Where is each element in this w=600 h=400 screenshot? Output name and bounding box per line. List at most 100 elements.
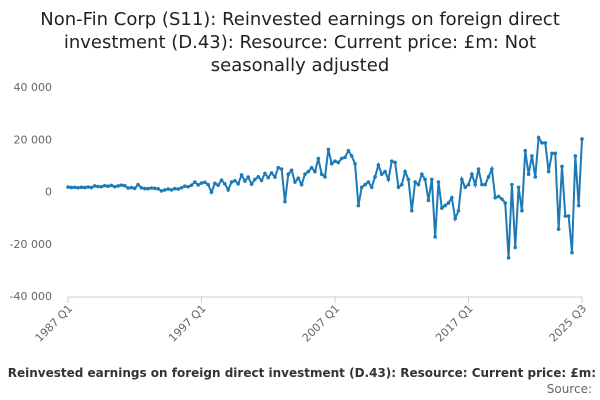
data-point <box>399 182 404 187</box>
data-point <box>490 167 494 171</box>
y-tick-label: -40 000 <box>10 290 52 303</box>
data-point <box>132 186 137 191</box>
data-point <box>536 135 541 140</box>
data-point <box>156 187 160 191</box>
data-point <box>82 185 87 190</box>
data-point <box>162 188 167 192</box>
data-point <box>69 185 74 190</box>
data-point <box>303 172 307 177</box>
data-point <box>189 183 194 187</box>
data-point <box>239 173 244 177</box>
data-point <box>576 203 581 208</box>
data-point <box>219 178 224 183</box>
data-point <box>279 167 284 171</box>
data-point <box>373 175 377 179</box>
data-point <box>440 206 444 210</box>
data-point <box>299 182 304 187</box>
data-point <box>570 250 574 255</box>
data-point <box>209 190 214 195</box>
data-point <box>129 185 134 190</box>
data-point <box>176 187 180 191</box>
legend-entry: Reinvested earnings on foreign direct in… <box>7 366 596 380</box>
data-point <box>419 172 424 177</box>
data-point <box>493 195 498 200</box>
data-point <box>443 203 447 208</box>
data-point <box>460 177 464 182</box>
data-point <box>389 159 394 163</box>
data-point <box>543 141 548 145</box>
y-tick-label: -20 000 <box>10 238 52 251</box>
data-point <box>470 172 474 177</box>
data-point <box>89 185 94 190</box>
data-point <box>286 172 291 177</box>
data-point <box>96 184 100 189</box>
data-point <box>463 185 467 190</box>
data-point <box>223 182 227 186</box>
data-point <box>166 187 170 191</box>
data-point <box>179 185 184 190</box>
chart-title: Non-Fin Corp (S11): Reinvested earnings … <box>40 9 560 76</box>
data-point <box>456 208 461 213</box>
data-point <box>216 183 220 187</box>
data-point <box>376 163 381 167</box>
data-point <box>580 137 584 141</box>
data-point <box>106 184 110 189</box>
data-point <box>363 182 367 187</box>
data-point <box>506 256 511 260</box>
data-point <box>99 184 104 189</box>
data-point <box>119 183 124 187</box>
data-point <box>516 185 521 190</box>
data-point <box>102 183 107 188</box>
data-point <box>486 175 491 179</box>
data-point <box>369 185 374 190</box>
data-point <box>79 185 84 190</box>
data-point <box>276 165 281 170</box>
data-point <box>149 186 154 190</box>
data-point <box>413 180 417 184</box>
data-point <box>283 199 287 204</box>
data-point <box>193 180 197 184</box>
data-point <box>139 185 144 190</box>
data-point <box>523 148 528 153</box>
data-point <box>510 182 514 187</box>
data-point <box>423 177 427 182</box>
data-point <box>500 197 504 201</box>
data-point <box>86 185 90 189</box>
data-point <box>556 227 561 231</box>
data-point <box>356 203 361 208</box>
data-point <box>496 194 501 199</box>
data-point <box>122 183 127 188</box>
data-point <box>550 151 554 156</box>
data-point <box>379 172 384 177</box>
x-tick-label: 2007 Q1 <box>300 302 343 345</box>
data-point <box>546 169 551 174</box>
data-point <box>396 185 401 190</box>
data-point <box>253 177 257 182</box>
data-point <box>436 180 441 184</box>
data-point <box>256 175 261 179</box>
data-point <box>573 154 578 158</box>
data-point <box>296 176 301 180</box>
series-line <box>67 134 583 258</box>
data-point <box>520 208 524 213</box>
data-point <box>450 195 454 200</box>
data-point <box>213 181 217 186</box>
data-point <box>273 175 277 179</box>
data-point <box>159 189 164 193</box>
data-point <box>146 186 150 191</box>
data-point <box>323 175 327 179</box>
data-point <box>349 154 354 158</box>
data-point <box>266 175 271 180</box>
data-point <box>433 235 437 239</box>
data-point <box>269 171 274 175</box>
data-point <box>199 181 204 185</box>
data-point <box>233 178 237 183</box>
data-point <box>173 186 177 191</box>
data-point <box>526 172 531 177</box>
data-point <box>309 165 314 170</box>
data-point <box>473 182 477 187</box>
data-point <box>333 159 337 163</box>
data-point <box>263 171 267 176</box>
